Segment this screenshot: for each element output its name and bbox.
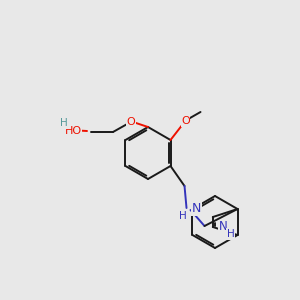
Text: O: O <box>127 117 135 127</box>
Text: O: O <box>181 116 190 126</box>
Text: H: H <box>227 229 235 239</box>
Text: HO: HO <box>64 126 82 136</box>
Text: H: H <box>178 211 186 221</box>
Text: H: H <box>60 118 68 128</box>
Text: N: N <box>191 202 201 215</box>
Text: N: N <box>218 220 227 233</box>
